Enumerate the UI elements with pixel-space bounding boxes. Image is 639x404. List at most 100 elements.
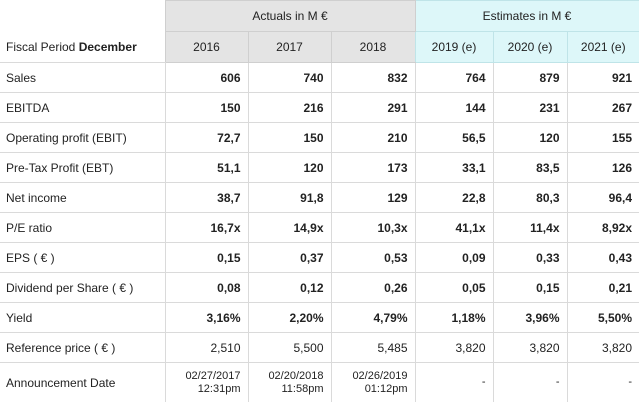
table-cell: 16,7x: [164, 212, 248, 243]
table-cell: 291: [330, 92, 415, 123]
table-cell: 0,15: [164, 242, 248, 273]
table-cell: 832: [330, 62, 415, 93]
table-cell: 10,3x: [330, 212, 415, 243]
table-cell: 764: [414, 62, 493, 93]
table-row-eps: EPS ( € ) 0,15 0,37 0,53 0,09 0,33 0,43: [0, 242, 639, 273]
row-label: Pre-Tax Profit (EBT): [0, 152, 165, 183]
table-row-ebit: Operating profit (EBIT) 72,7 150 210 56,…: [0, 122, 639, 153]
row-label: EPS ( € ): [0, 242, 165, 273]
table-row-yield: Yield 3,16% 2,20% 4,79% 1,18% 3,96% 5,50…: [0, 302, 639, 333]
actuals-group-header: Actuals in M €: [164, 0, 416, 32]
year-header: 2016: [164, 31, 248, 63]
table-cell: 5,500: [247, 332, 331, 363]
table-cell: 96,4: [566, 182, 639, 213]
table-cell: 5,50%: [566, 302, 639, 333]
row-label: Sales: [0, 62, 165, 93]
announcement-cell: 02/20/2018 11:58pm: [247, 362, 331, 402]
table-cell: 150: [247, 122, 331, 153]
corner-cell: [0, 0, 165, 32]
table-cell: 56,5: [414, 122, 493, 153]
year-header: 2017: [247, 31, 331, 63]
year-header: 2021 (e): [566, 31, 639, 63]
announcement-date: 02/20/2018: [268, 369, 324, 382]
table-cell: 120: [247, 152, 331, 183]
table-cell: 2,20%: [247, 302, 331, 333]
table-cell: 144: [414, 92, 493, 123]
row-label: Net income: [0, 182, 165, 213]
year-header: 2020 (e): [492, 31, 567, 63]
estimates-group-header: Estimates in M €: [414, 0, 639, 32]
announcement-date: 02/26/2019: [352, 369, 408, 382]
row-label: Operating profit (EBIT): [0, 122, 165, 153]
announcement-cell: -: [414, 362, 493, 402]
table-cell: 83,5: [492, 152, 567, 183]
fiscal-period-label: Fiscal Period December: [0, 31, 165, 63]
table-cell: 4,79%: [330, 302, 415, 333]
table-cell: 33,1: [414, 152, 493, 183]
table-row-ebt: Pre-Tax Profit (EBT) 51,1 120 173 33,1 8…: [0, 152, 639, 183]
row-label: EBITDA: [0, 92, 165, 123]
table-cell: 267: [566, 92, 639, 123]
table-cell: 879: [492, 62, 567, 93]
table-cell: 120: [492, 122, 567, 153]
table-row-announcement-date: Announcement Date 02/27/2017 12:31pm 02/2…: [0, 362, 639, 402]
fiscal-period-prefix: Fiscal Period: [6, 39, 76, 54]
table-cell: 3,820: [492, 332, 567, 363]
table-cell: 14,9x: [247, 212, 331, 243]
table-cell: 80,3: [492, 182, 567, 213]
year-header: 2019 (e): [414, 31, 493, 63]
table-cell: 3,16%: [164, 302, 248, 333]
table-cell: 0,15: [492, 272, 567, 303]
announcement-cell: 02/26/2019 01:12pm: [330, 362, 415, 402]
row-label: Dividend per Share ( € ): [0, 272, 165, 303]
table-row-net-income: Net income 38,7 91,8 129 22,8 80,3 96,4: [0, 182, 639, 213]
table-row-sales: Sales 606 740 832 764 879 921: [0, 62, 639, 93]
announcement-cell: -: [566, 362, 639, 402]
announcement-cell: -: [492, 362, 567, 402]
table-cell: 0,53: [330, 242, 415, 273]
table-cell: 41,1x: [414, 212, 493, 243]
table-cell: 5,485: [330, 332, 415, 363]
table-cell: 38,7: [164, 182, 248, 213]
table-cell: 8,92x: [566, 212, 639, 243]
table-cell: 740: [247, 62, 331, 93]
year-header: 2018: [330, 31, 415, 63]
table-row-pe-ratio: P/E ratio 16,7x 14,9x 10,3x 41,1x 11,4x …: [0, 212, 639, 243]
table-cell: 3,96%: [492, 302, 567, 333]
table-cell: 921: [566, 62, 639, 93]
table-cell: 0,26: [330, 272, 415, 303]
announcement-time: 12:31pm: [197, 382, 241, 395]
announcement-date: 02/27/2017: [185, 369, 241, 382]
row-label: Announcement Date: [0, 362, 165, 402]
announcement-time: 01:12pm: [364, 382, 408, 395]
table-row-reference-price: Reference price ( € ) 2,510 5,500 5,485 …: [0, 332, 639, 363]
table-cell: 155: [566, 122, 639, 153]
table-cell: 91,8: [247, 182, 331, 213]
table-cell: 1,18%: [414, 302, 493, 333]
fiscal-period-month: December: [78, 39, 137, 54]
table-cell: 0,33: [492, 242, 567, 273]
table-cell: 231: [492, 92, 567, 123]
table-cell: 3,820: [566, 332, 639, 363]
table-cell: 11,4x: [492, 212, 567, 243]
table-cell: 72,7: [164, 122, 248, 153]
table-row-dividend: Dividend per Share ( € ) 0,08 0,12 0,26 …: [0, 272, 639, 303]
announcement-cell: 02/27/2017 12:31pm: [164, 362, 248, 402]
row-label: Yield: [0, 302, 165, 333]
table-cell: 0,43: [566, 242, 639, 273]
row-label: P/E ratio: [0, 212, 165, 243]
table-row-ebitda: EBITDA 150 216 291 144 231 267: [0, 92, 639, 123]
table-cell: 210: [330, 122, 415, 153]
table-cell: 0,21: [566, 272, 639, 303]
table-cell: 0,09: [414, 242, 493, 273]
table-cell: 0,05: [414, 272, 493, 303]
table-cell: 51,1: [164, 152, 248, 183]
row-label: Reference price ( € ): [0, 332, 165, 363]
table-cell: 0,08: [164, 272, 248, 303]
table-cell: 150: [164, 92, 248, 123]
announcement-time: 11:58pm: [281, 382, 324, 395]
table-cell: 129: [330, 182, 415, 213]
group-header-row: Actuals in M € Estimates in M €: [0, 0, 639, 32]
announcement-date: -: [628, 376, 633, 388]
